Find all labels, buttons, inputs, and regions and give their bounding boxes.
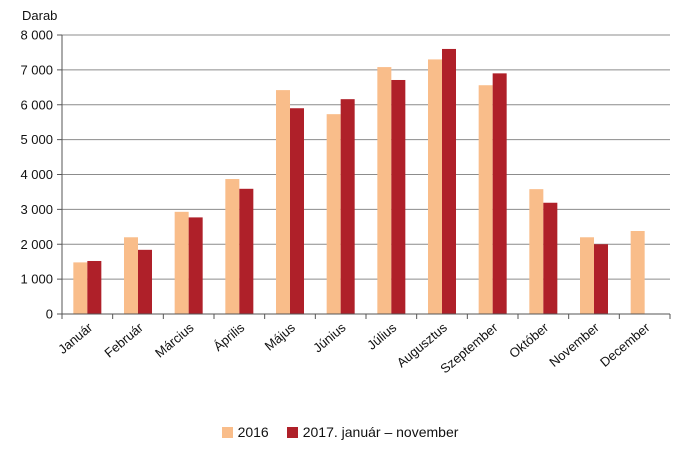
bar-2017-10 [543, 202, 558, 314]
bar-2017-9 [492, 73, 507, 314]
bar-2017-3 [188, 217, 203, 314]
bar-2016-5 [276, 90, 290, 314]
bar-2017-11 [594, 244, 608, 314]
legend: 2016 2017. január – november [0, 424, 680, 440]
y-tick-label: 3 000 [20, 202, 53, 217]
y-tick-label: 5 000 [20, 132, 53, 147]
y-tick-label: 4 000 [20, 167, 53, 182]
bar-2016-7 [377, 67, 392, 315]
bar-2017-8 [442, 48, 456, 314]
bar-2017-6 [340, 99, 355, 314]
bar-2016-11 [580, 237, 594, 314]
y-tick-label: 8 000 [20, 28, 53, 43]
bar-2016-4 [225, 179, 240, 314]
legend-swatch-2016 [221, 426, 233, 438]
y-tick-label: 7 000 [20, 62, 53, 77]
bar-2017-4 [239, 188, 254, 314]
x-tick-label: November [546, 319, 602, 369]
bar-2017-5 [290, 108, 304, 314]
x-tick-label: Február [101, 319, 146, 360]
bar-2017-1 [87, 260, 102, 314]
bar-2017-2 [138, 249, 152, 314]
y-tick-label: 6 000 [20, 97, 53, 112]
bar-2016-2 [124, 237, 138, 314]
bars [73, 48, 645, 315]
bar-2016-3 [174, 211, 189, 314]
y-axis-label: Darab [22, 8, 57, 23]
y-tick-labels: 0 1 000 2 000 3 000 4 000 5 000 6 000 7 000 8 00… [20, 28, 53, 322]
y-tick-label: 1 000 [20, 272, 53, 287]
x-tick-label: Július [364, 319, 399, 352]
bar-2016-1 [73, 262, 88, 314]
y-tick-label: 2 000 [20, 237, 53, 252]
bar-2017-7 [391, 79, 406, 315]
legend-label-2017: 2017. január – november [302, 424, 459, 440]
bar-2016-12 [630, 230, 645, 314]
x-tick-label: Május [262, 319, 299, 353]
x-tick-label: Március [152, 319, 197, 360]
legend-item-2016: 2016 [221, 424, 269, 440]
y-tick-label: 0 [46, 307, 53, 322]
x-tick-label: December [597, 319, 653, 369]
bar-2016-10 [529, 189, 544, 314]
bar-2016-9 [478, 85, 493, 314]
legend-swatch-2017 [286, 426, 298, 438]
axes [61, 35, 671, 319]
x-tick-label: Október [506, 319, 552, 361]
x-tick-label: Június [310, 319, 349, 355]
gridlines [57, 34, 670, 315]
bar-2016-6 [326, 114, 341, 314]
legend-label-2016: 2016 [237, 424, 269, 440]
x-tick-label: Április [210, 319, 247, 354]
legend-item-2017: 2017. január – november [286, 424, 459, 440]
x-tick-label: Január [55, 319, 96, 356]
x-tick-labels: Január Február Március Április Május Június Jú… [55, 319, 653, 376]
bar-2016-8 [428, 59, 442, 314]
